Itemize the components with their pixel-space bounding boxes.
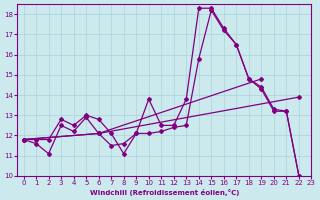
X-axis label: Windchill (Refroidissement éolien,°C): Windchill (Refroidissement éolien,°C) bbox=[90, 189, 239, 196]
